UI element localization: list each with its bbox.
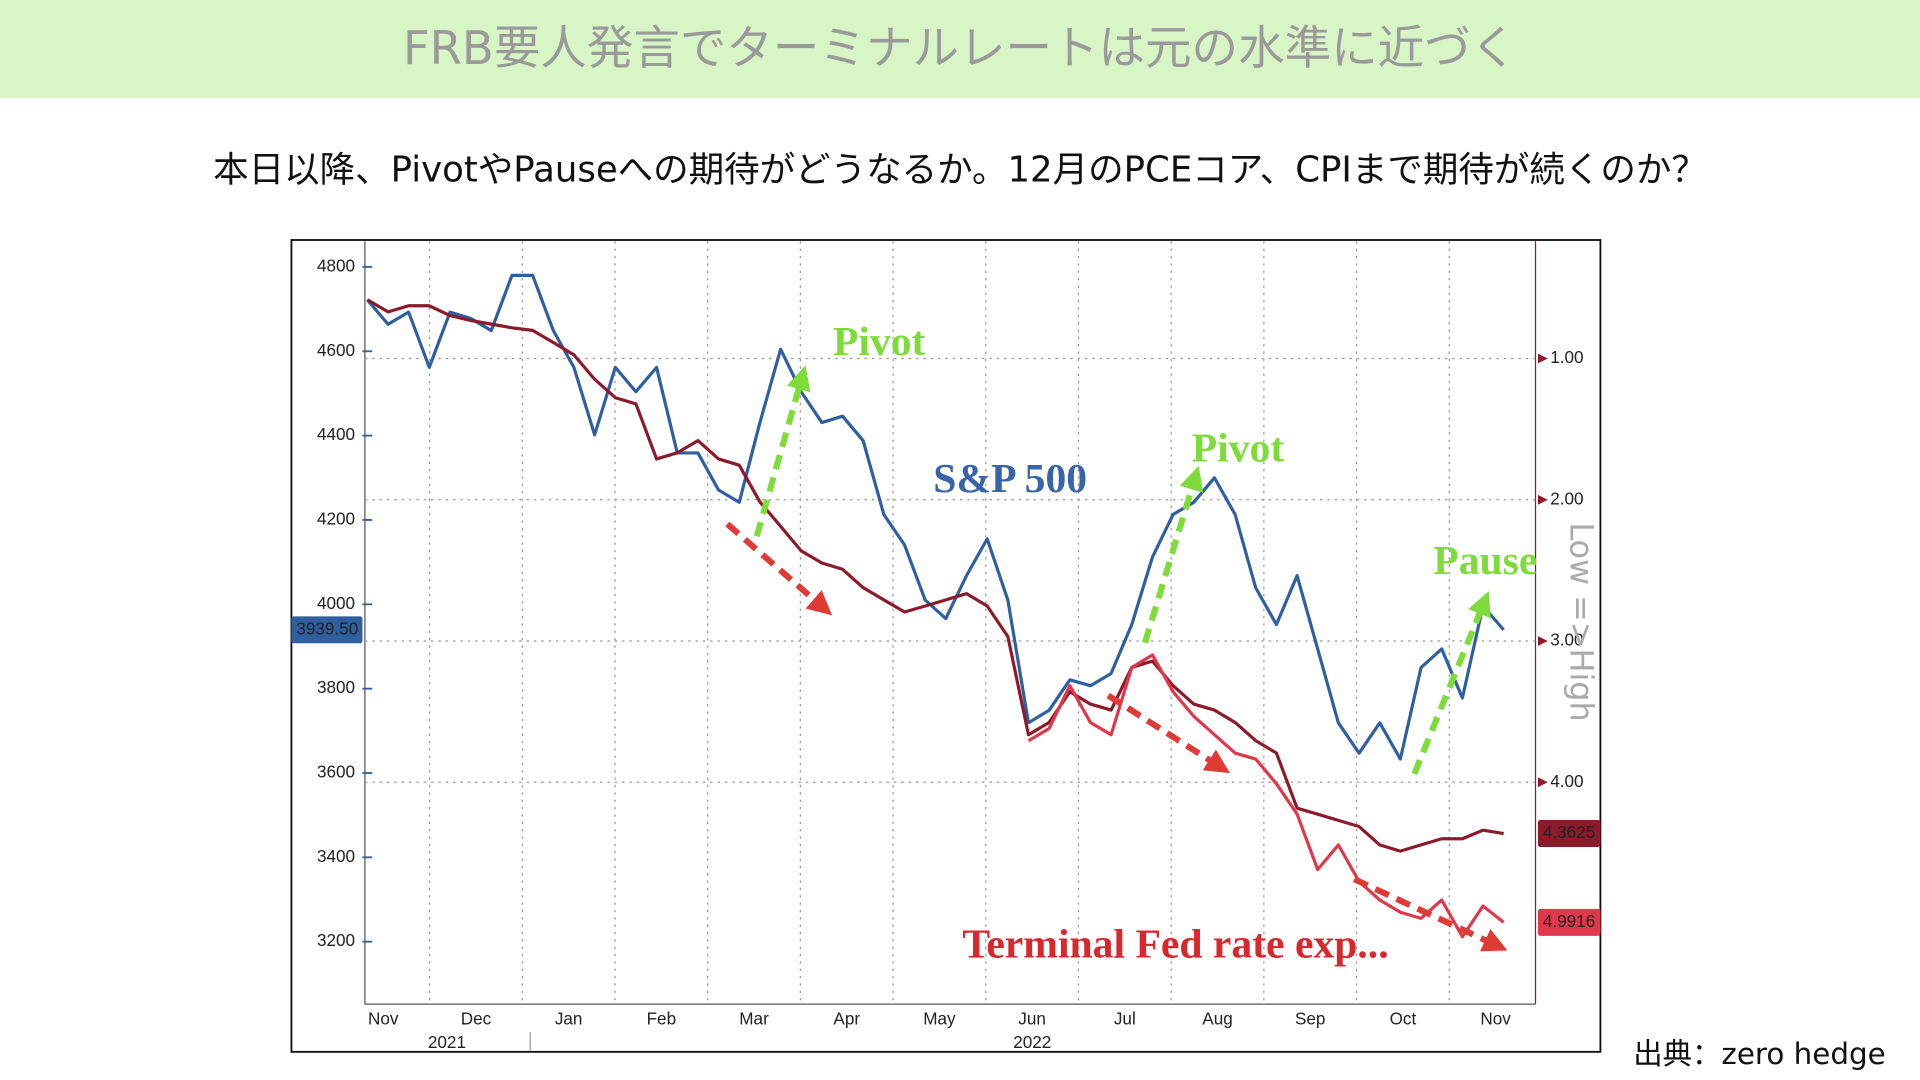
value-label: 4.3625 xyxy=(1543,822,1595,842)
subtitle: 本日以降、PivotやPauseへの期待がどうなるか。12月のPCEコア、CPI… xyxy=(213,149,1707,190)
arrow xyxy=(1352,876,1508,952)
y-tick-label: 4600 xyxy=(317,340,355,360)
x-tick-label: Aug xyxy=(1202,1009,1232,1029)
y-tick-label: 3400 xyxy=(317,846,355,866)
arrow xyxy=(1411,591,1491,776)
value-tag xyxy=(291,616,363,644)
value-tag xyxy=(1537,820,1601,847)
arrow xyxy=(1141,465,1204,644)
x-tick-label: Feb xyxy=(647,1009,677,1029)
arrow xyxy=(753,365,811,538)
arrows xyxy=(725,365,1508,952)
y-tick-label: 4800 xyxy=(317,255,355,275)
annotation: Pivot xyxy=(833,319,926,365)
x-year-label: 2022 xyxy=(1013,1032,1051,1052)
y2-tick xyxy=(1537,494,1548,505)
series-line xyxy=(366,298,1504,853)
x-tick-label: Apr xyxy=(833,1009,860,1029)
y2-tick-label: 3.00 xyxy=(1550,630,1583,650)
x-tick-label: Jan xyxy=(555,1009,583,1029)
x-tick-label: Jun xyxy=(1018,1009,1046,1029)
x-tick-label: Nov xyxy=(368,1009,399,1029)
x-tick-label: Dec xyxy=(461,1009,492,1029)
series-line xyxy=(366,273,1505,761)
value-label: 3939.50 xyxy=(296,618,358,638)
y-tick-label: 4200 xyxy=(317,509,355,529)
chart-frame xyxy=(290,239,1602,1053)
x-tick-label: May xyxy=(923,1009,956,1029)
y2-tick xyxy=(1537,777,1548,788)
y-tick-label: 3800 xyxy=(317,677,355,697)
annotation: Pivot xyxy=(1192,425,1285,471)
y2-tick-label: 1.00 xyxy=(1550,347,1583,367)
y-tick-label: 4400 xyxy=(317,424,355,444)
series-line xyxy=(1027,653,1505,939)
arrow xyxy=(725,521,833,616)
y2-tick xyxy=(1537,353,1548,364)
x-tick-label: Jul xyxy=(1114,1009,1136,1029)
source: 出典：zero hedge xyxy=(1633,1037,1885,1071)
x-tick-label: Oct xyxy=(1390,1009,1417,1029)
plot: Nov Dec Jan Feb Mar Apr May Jun Jul Aug Sep Oct Nov 2… xyxy=(291,241,1601,1052)
x-year-label: 2021 xyxy=(428,1032,466,1052)
y2-tick xyxy=(1537,636,1548,646)
y-tick-label: 4000 xyxy=(317,593,355,613)
slide-title: FRB要人発言でターミナルレートは元の水準に近づく xyxy=(403,21,1517,75)
x-tick-label: Sep xyxy=(1295,1009,1325,1029)
value-label: 4.9916 xyxy=(1543,911,1595,931)
value-tag xyxy=(1537,908,1601,936)
header-band xyxy=(0,0,1920,98)
y2-tick-label: 4.00 xyxy=(1550,771,1583,791)
x-tick-label: Mar xyxy=(739,1009,769,1029)
x-tick-label: Nov xyxy=(1480,1009,1511,1029)
y2-tick-label: 2.00 xyxy=(1550,488,1583,508)
y-tick-label: 3200 xyxy=(317,930,355,950)
annotation: Pause xyxy=(1433,538,1537,584)
annotation: Terminal Fed rate exp... xyxy=(962,921,1388,967)
y-tick-label: 3600 xyxy=(317,762,355,782)
y2-axis-label: Low =>High xyxy=(1563,522,1601,721)
annotation: S&P 500 xyxy=(933,456,1087,502)
